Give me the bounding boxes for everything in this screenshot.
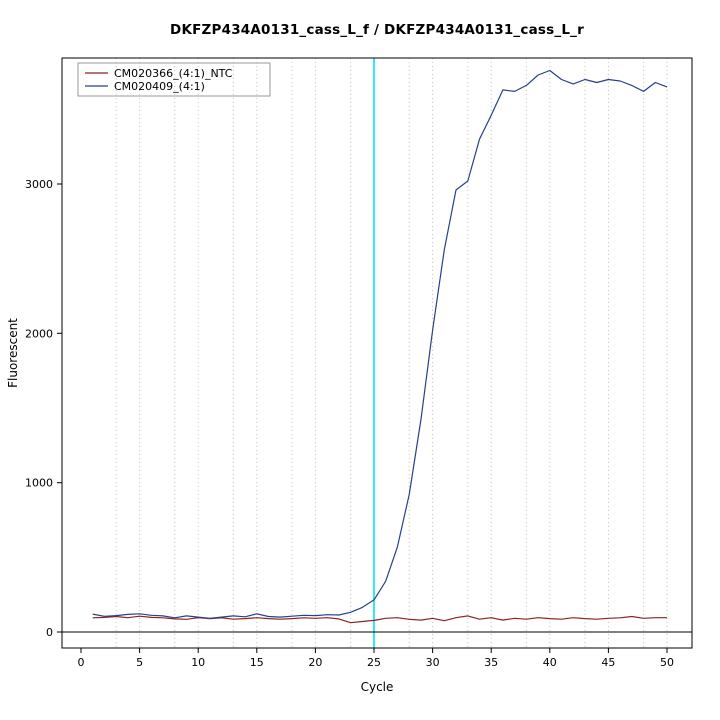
y-axis-label: Fluorescent — [6, 318, 20, 388]
plot-border — [61, 57, 693, 649]
y-tick-label: 1000 — [25, 477, 53, 490]
y-tick-label: 2000 — [25, 327, 53, 340]
x-tick-label: 35 — [484, 656, 498, 669]
x-tick-label: 5 — [136, 656, 143, 669]
x-tick-label: 45 — [601, 656, 615, 669]
x-tick-label: 15 — [250, 656, 264, 669]
series-line-1 — [92, 69, 668, 619]
x-tick-label: 10 — [191, 656, 205, 669]
x-tick-label: 20 — [308, 656, 322, 669]
x-tick-label: 25 — [367, 656, 381, 669]
x-tick-label: 0 — [78, 656, 85, 669]
x-tick-label: 50 — [660, 656, 674, 669]
legend-label: CM020366_(4:1)_NTC — [114, 67, 233, 80]
legend-box — [77, 62, 271, 97]
series-line-0 — [92, 615, 667, 624]
legend-label: CM020409_(4:1) — [114, 80, 205, 93]
x-tick-label: 40 — [543, 656, 557, 669]
y-tick-label: 3000 — [25, 178, 53, 191]
x-axis-label: Cycle — [360, 680, 394, 694]
chart-title: DKFZP434A0131_cass_L_f / DKFZP434A0131_c… — [170, 22, 584, 38]
x-tick-label: 30 — [426, 656, 440, 669]
y-tick-label: 0 — [46, 626, 53, 639]
